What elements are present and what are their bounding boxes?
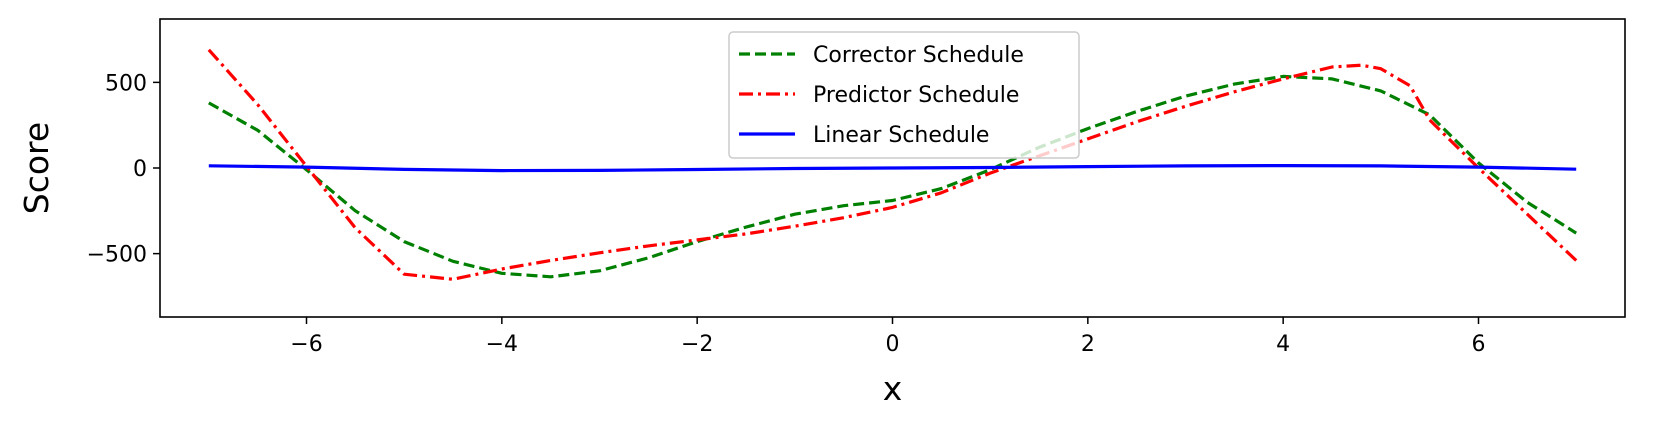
legend-label: Corrector Schedule bbox=[813, 43, 1024, 68]
series-layer bbox=[207, 48, 1578, 281]
x-axis-ticks: −6 −4 −2 0 2 4 6 bbox=[290, 317, 1486, 357]
legend-label: Linear Schedule bbox=[813, 123, 989, 148]
y-tick-label: 0 bbox=[133, 157, 147, 182]
x-tick-label: −6 bbox=[290, 332, 322, 357]
x-tick-label: 4 bbox=[1276, 332, 1290, 357]
x-axis-label: x bbox=[883, 369, 903, 408]
y-axis-label: Score bbox=[17, 122, 56, 214]
x-tick-label: 2 bbox=[1081, 332, 1095, 357]
x-tick-label: −4 bbox=[486, 332, 518, 357]
legend-box bbox=[728, 31, 1080, 159]
x-tick-label: −2 bbox=[681, 332, 713, 357]
series-line-linear-schedule bbox=[208, 164, 1577, 173]
y-axis-ticks: −500 0 500 bbox=[87, 71, 160, 268]
series-line-predictor-schedule bbox=[207, 48, 1578, 281]
y-tick-label: −500 bbox=[87, 243, 147, 268]
series-line-corrector-schedule bbox=[208, 74, 1578, 279]
y-tick-label: 500 bbox=[105, 71, 147, 96]
x-tick-label: 0 bbox=[886, 332, 900, 357]
legend: Corrector Schedule Predictor Schedule Line… bbox=[728, 31, 1080, 159]
x-tick-label: 6 bbox=[1472, 332, 1486, 357]
legend-label: Predictor Schedule bbox=[813, 83, 1019, 108]
